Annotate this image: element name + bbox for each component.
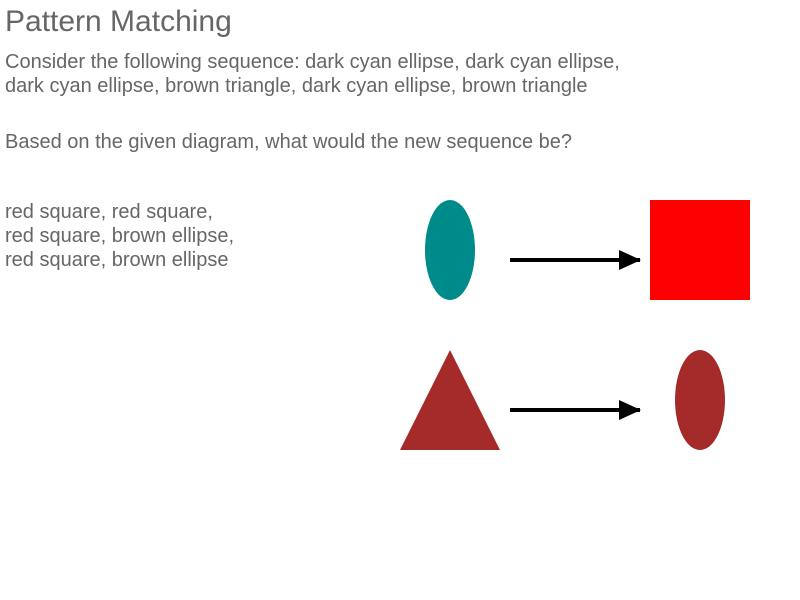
page-title: Pattern Matching [5, 5, 232, 38]
answer-text: red square, red square, red square, brow… [5, 200, 234, 272]
brown-ellipse [675, 350, 725, 450]
answer-line-1: red square, red square, [5, 201, 213, 223]
brown-triangle [400, 350, 500, 450]
sequence-line-2: dark cyan ellipse, brown triangle, dark … [5, 75, 588, 97]
sequence-text: Consider the following sequence: dark cy… [5, 50, 620, 98]
red-square [650, 200, 750, 300]
answer-line-3: red square, brown ellipse [5, 249, 229, 271]
answer-line-2: red square, brown ellipse, [5, 225, 235, 247]
sequence-line-1: Consider the following sequence: dark cy… [5, 51, 620, 73]
dark-cyan-ellipse [425, 200, 475, 300]
question-text: Based on the given diagram, what would t… [5, 131, 573, 153]
